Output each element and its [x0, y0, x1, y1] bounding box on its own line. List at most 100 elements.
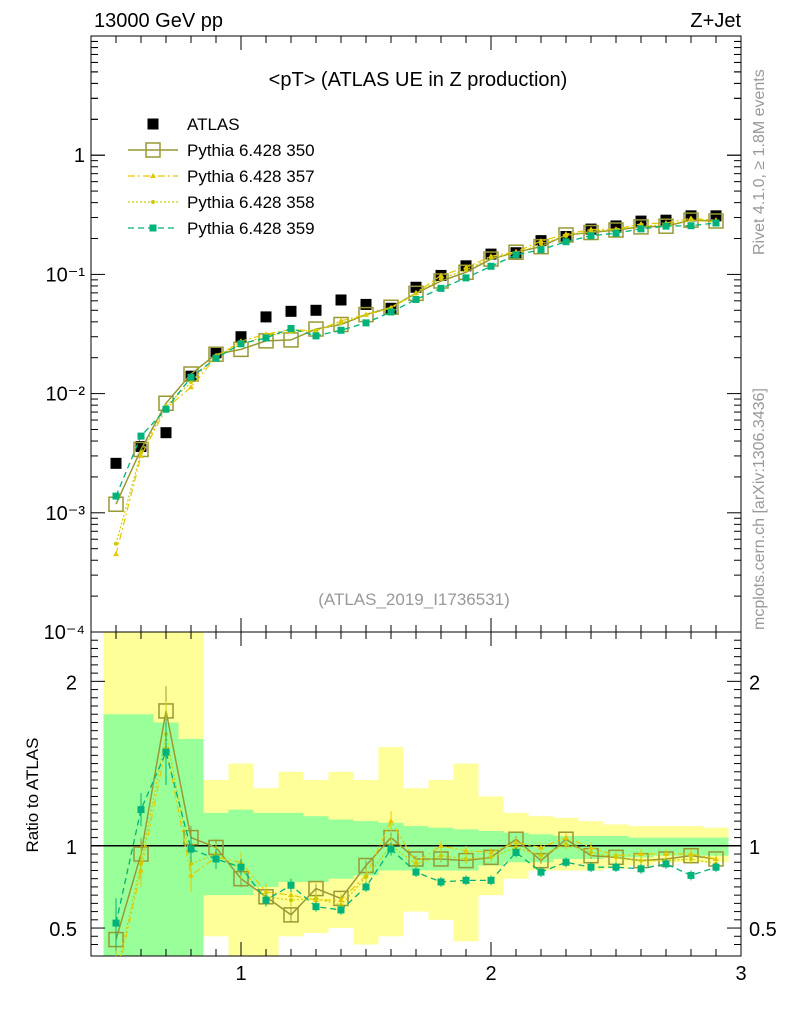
legend-label-p359: Pythia 6.428 359 — [187, 219, 315, 238]
x-tick-label: 3 — [735, 963, 746, 985]
legend-marker-p359 — [149, 224, 157, 232]
point-p359 — [387, 308, 395, 316]
ratio-point-p359 — [187, 845, 195, 853]
point-p350 — [658, 218, 674, 234]
legend-marker-atlas — [147, 118, 159, 130]
ratio-point-p359 — [362, 883, 370, 891]
point-p359 — [212, 354, 220, 362]
series-p357 — [113, 215, 719, 557]
ratio-point-p359 — [662, 860, 670, 868]
ratio-point-p359 — [562, 858, 570, 866]
ratio-y-tick-label: 1 — [66, 837, 77, 859]
side-label-top: Rivet 4.1.0, ≥ 1.8M events — [751, 69, 768, 255]
ratio-y-tick-label-right: 0.5 — [749, 919, 777, 941]
point-p357 — [338, 317, 344, 323]
main-series — [108, 210, 724, 557]
point-p359 — [587, 232, 595, 240]
ratio-point-p358 — [539, 853, 543, 858]
ratio-point-p359 — [337, 906, 345, 914]
series-line-p359 — [115, 222, 717, 497]
point-p350 — [608, 222, 624, 238]
x-tick-label: 2 — [485, 963, 496, 985]
point-p359 — [287, 324, 295, 332]
ratio-point-p359 — [687, 871, 695, 879]
ratio-point-p359 — [237, 863, 245, 871]
series-atlas — [110, 210, 722, 469]
point-p359 — [687, 222, 695, 230]
point-atlas — [410, 281, 422, 293]
ratio-y-tick-label: 0.5 — [49, 919, 77, 941]
x-tick-label: 1 — [235, 963, 246, 985]
point-p358 — [364, 313, 368, 318]
ratio-point-p358 — [614, 855, 618, 860]
header-right: Z+Jet — [690, 10, 741, 32]
ratio-point-p358 — [564, 842, 568, 847]
y-tick-label: 1 — [74, 145, 85, 167]
ratio-y-tick-label: 2 — [66, 672, 77, 694]
legend-item-atlas: ATLAS — [147, 115, 240, 134]
ratio-point-p358 — [139, 861, 143, 866]
point-p359 — [337, 326, 345, 334]
point-p359 — [562, 238, 570, 246]
watermark: (ATLAS_2019_I1736531) — [318, 590, 510, 609]
ratio-point-p359 — [612, 863, 620, 871]
band-green-bin — [128, 714, 154, 956]
ratio-point-p359 — [212, 855, 220, 863]
point-p358 — [314, 328, 318, 333]
point-p358 — [189, 380, 193, 385]
series-line-p357 — [115, 217, 717, 555]
ratio-point-p357 — [463, 847, 469, 853]
legend: ATLAS Pythia 6.428 350 Pythia 6.428 357 Pyt… — [128, 115, 315, 238]
band-green-bin — [628, 837, 654, 858]
ratio-series — [108, 686, 724, 984]
ratio-point-p359 — [312, 903, 320, 911]
band-green-bin — [278, 812, 304, 882]
point-p359 — [187, 373, 195, 381]
ratio-point-p357 — [438, 842, 444, 848]
ratio-point-p357 — [638, 851, 644, 857]
legend-label-p357: Pythia 6.428 357 — [187, 167, 315, 186]
point-p357 — [113, 551, 119, 557]
y-tick-label: 10⁻³ — [46, 503, 86, 525]
point-p358 — [564, 233, 568, 238]
ratio-point-p358 — [364, 875, 368, 880]
point-atlas — [235, 331, 247, 343]
legend-marker-p350 — [145, 142, 161, 158]
point-p359 — [612, 229, 620, 237]
band-green-bin — [253, 812, 279, 887]
point-p358 — [689, 218, 693, 223]
ratio-point-p359 — [412, 868, 420, 876]
point-p357 — [138, 452, 144, 458]
point-p357 — [438, 272, 444, 278]
ratio-point-p357 — [488, 849, 494, 855]
point-p358 — [464, 267, 468, 272]
ratio-point-p359 — [637, 865, 645, 873]
ratio-point-p357 — [513, 839, 519, 845]
series-p350 — [108, 212, 724, 512]
point-p359 — [662, 222, 670, 230]
ratio-point-p359 — [587, 863, 595, 871]
band-green-bin — [653, 837, 679, 856]
ratio-point-p358 — [639, 858, 643, 863]
point-atlas — [310, 304, 322, 316]
ratio-point-p359 — [512, 848, 520, 856]
series-line-p350 — [115, 219, 717, 505]
band-green-bin — [303, 816, 329, 882]
point-atlas — [260, 311, 272, 323]
legend-marker-p357 — [150, 173, 156, 178]
series-p358 — [114, 218, 718, 546]
ratio-point-p358 — [114, 974, 118, 978]
point-atlas — [210, 347, 222, 359]
ratio-point-p359 — [112, 919, 120, 927]
point-atlas — [335, 294, 347, 306]
ratio-point-p357 — [113, 979, 119, 984]
point-p359 — [487, 262, 495, 270]
ratio-point-p358 — [289, 898, 293, 903]
point-p359 — [237, 340, 245, 348]
legend-item-p357: Pythia 6.428 357 — [128, 167, 315, 186]
series-line-p358 — [115, 219, 717, 544]
band-green-bin — [328, 819, 354, 879]
ratio-y-tick-label-right: 1 — [749, 837, 760, 859]
point-p359 — [462, 274, 470, 282]
